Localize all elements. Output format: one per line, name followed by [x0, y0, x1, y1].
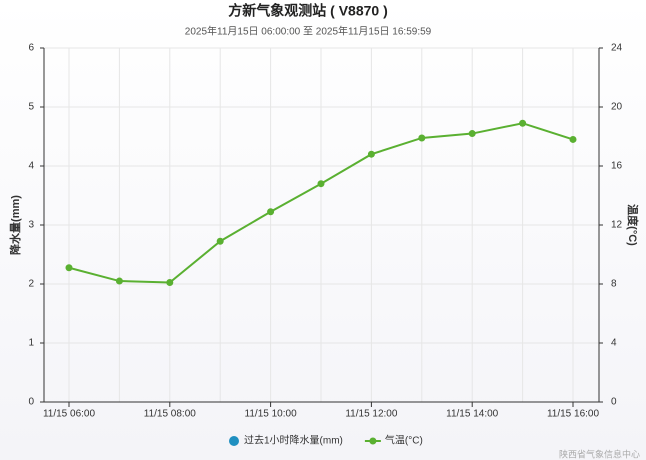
data-point: [115, 277, 123, 285]
data-point: [569, 135, 577, 143]
y2-tick-label: 20: [611, 102, 623, 113]
data-point: [519, 119, 527, 127]
y2-tick-label: 12: [611, 220, 623, 231]
x-tick-label: 11/15 16:00: [547, 409, 600, 420]
data-point: [166, 279, 174, 287]
data-point: [317, 180, 325, 188]
x-tick-label: 11/15 10:00: [245, 409, 298, 420]
data-point: [468, 130, 476, 138]
footer: 陕西省气象信息中心: [559, 448, 640, 459]
y-tick-label: 0: [28, 397, 34, 408]
y2-tick-label: 8: [611, 279, 617, 290]
legend-marker: [369, 437, 377, 445]
y-tick-label: 6: [28, 43, 34, 54]
y2-tick-label: 0: [611, 397, 617, 408]
legend-marker: [229, 436, 239, 446]
x-tick-label: 11/15 14:00: [446, 409, 499, 420]
data-point: [267, 208, 275, 216]
y2-tick-label: 24: [611, 43, 623, 54]
x-tick-label: 11/15 08:00: [144, 409, 197, 420]
chart-title: 方新气象观测站 ( V8870 ): [228, 3, 387, 19]
data-point: [65, 264, 73, 272]
legend-label: 气温(°C): [385, 434, 423, 447]
y-tick-label: 2: [28, 279, 34, 290]
y2-axis-title: 温度(°C): [626, 204, 640, 246]
y2-tick-label: 16: [611, 161, 623, 172]
y2-tick-label: 4: [611, 338, 617, 349]
legend-label: 过去1小时降水量(mm): [244, 434, 343, 447]
data-point: [216, 237, 224, 245]
y-tick-label: 1: [28, 338, 34, 349]
x-tick-label: 11/15 06:00: [43, 409, 96, 420]
data-point: [418, 134, 426, 142]
y-tick-label: 4: [28, 161, 34, 172]
y-tick-label: 3: [28, 220, 34, 231]
chart-subtitle: 2025年11月15日 06:00:00 至 2025年11月15日 16:59…: [185, 25, 432, 38]
data-point: [367, 150, 375, 158]
x-tick-label: 11/15 12:00: [345, 409, 398, 420]
y-axis-title: 降水量(mm): [8, 195, 22, 255]
y-tick-label: 5: [28, 102, 34, 113]
